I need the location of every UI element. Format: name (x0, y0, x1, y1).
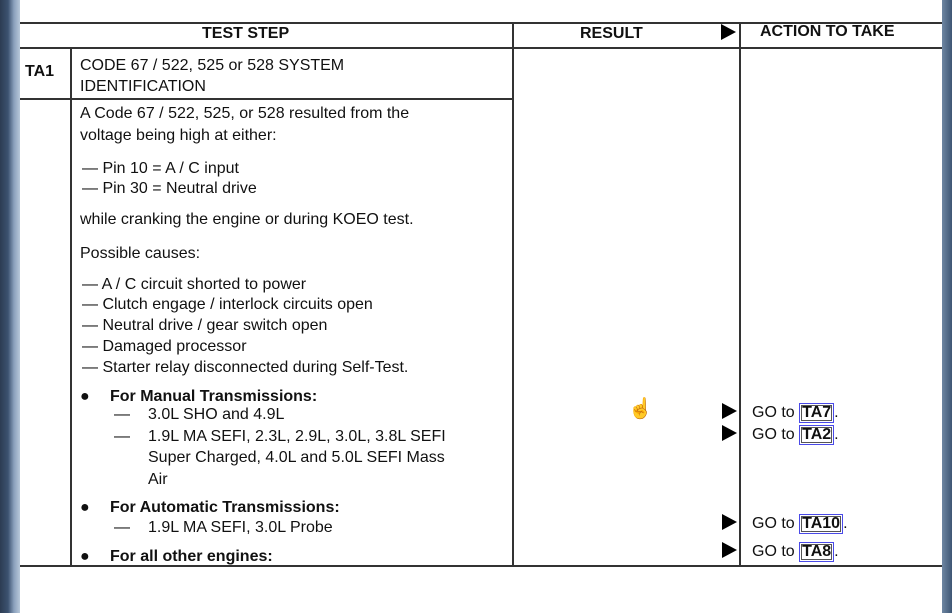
cause-item: — Starter relay disconnected during Self… (82, 359, 409, 376)
right-triangle-icon (722, 403, 737, 419)
action-column-divider (739, 22, 741, 565)
id-column-divider (70, 47, 72, 565)
bullet-icon: ● (80, 388, 90, 405)
link-ta7[interactable]: TA7 (799, 403, 835, 423)
cause-item: — Damaged processor (82, 338, 247, 355)
dash: — (114, 519, 130, 536)
other-label: For all other engines: (110, 548, 273, 565)
manual-item: Super Charged, 4.0L and 5.0L SEFI Mass (148, 449, 445, 466)
dash: — (114, 428, 130, 445)
header-test-step: TEST STEP (202, 25, 290, 42)
action-goto: GO to TA10. (752, 514, 848, 534)
manual-item: 1.9L MA SEFI, 2.3L, 2.9L, 3.0L, 3.8L SEF… (148, 428, 446, 445)
manual-label: For Manual Transmissions: (110, 388, 318, 405)
cause-item: — A / C circuit shorted to power (82, 276, 307, 293)
header-action: ACTION TO TAKE (760, 23, 895, 40)
right-triangle-icon (722, 425, 737, 441)
header-bottom-border (20, 47, 942, 49)
table-bottom-border (20, 565, 942, 567)
intro-line: voltage being high at either: (80, 127, 277, 144)
intro-line: A Code 67 / 522, 525, or 528 resulted fr… (80, 105, 410, 122)
header-result: RESULT (580, 25, 643, 42)
dash: — (114, 406, 130, 423)
bullet-icon: ● (80, 548, 90, 565)
link-ta2[interactable]: TA2 (799, 425, 835, 445)
step-id: TA1 (25, 63, 55, 80)
bullet-icon: ● (80, 499, 90, 516)
pin-item: — Pin 30 = Neutral drive (82, 180, 257, 197)
action-goto: GO to TA8. (752, 542, 839, 562)
auto-label: For Automatic Transmissions: (110, 499, 340, 516)
title-row-border (20, 98, 513, 100)
manual-item: Air (148, 471, 168, 488)
result-column-divider (512, 22, 514, 565)
action-goto: GO to TA2. (752, 425, 839, 445)
cause-item: — Clutch engage / interlock circuits ope… (82, 296, 373, 313)
right-triangle-icon (722, 542, 737, 558)
step-title-line: IDENTIFICATION (80, 78, 206, 95)
window-frame-right (942, 0, 952, 613)
auto-item: 1.9L MA SEFI, 3.0L Probe (148, 519, 333, 536)
table-top-border (20, 22, 942, 24)
pin-item: — Pin 10 = A / C input (82, 160, 239, 177)
link-ta10[interactable]: TA10 (799, 514, 844, 534)
step-title-line: CODE 67 / 522, 525 or 528 SYSTEM (80, 57, 345, 74)
right-triangle-icon (722, 514, 737, 530)
condition-text: while cranking the engine or during KOEO… (80, 211, 414, 228)
action-goto: GO to TA7. (752, 403, 839, 423)
cause-item: — Neutral drive / gear switch open (82, 317, 328, 334)
right-triangle-icon (721, 24, 736, 40)
link-ta8[interactable]: TA8 (799, 542, 835, 562)
window-frame-left (0, 0, 20, 613)
manual-item: 3.0L SHO and 4.9L (148, 406, 285, 423)
hand-pointer-icon: ☝ (628, 398, 653, 420)
causes-label: Possible causes: (80, 245, 201, 262)
